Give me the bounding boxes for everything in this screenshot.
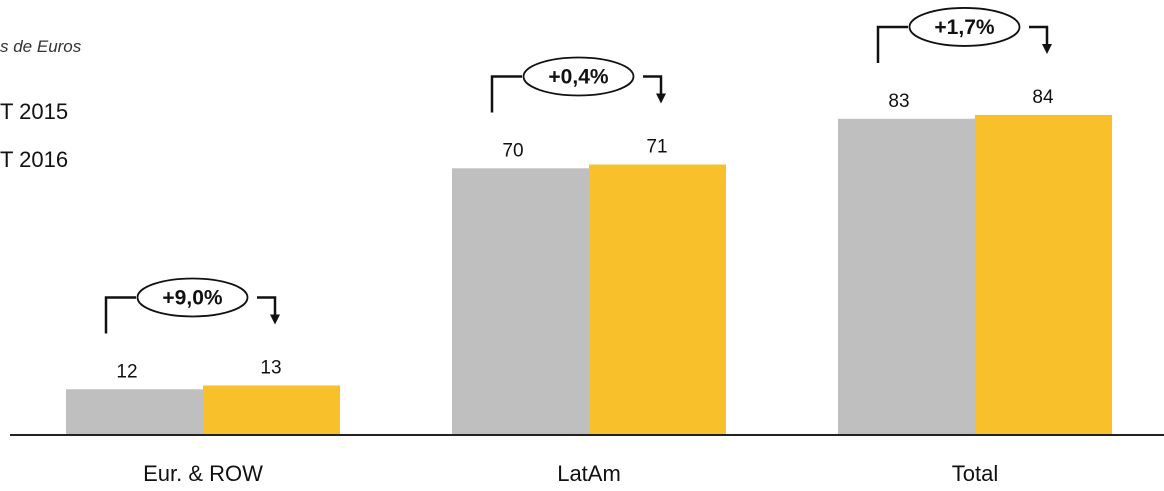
bars-group <box>66 114 1112 436</box>
growth-bracket-left-2 <box>876 25 908 63</box>
bar-prev-0 <box>66 389 203 435</box>
data-label-prev-0: 12 <box>116 361 137 382</box>
growth-annotations-group: +9,0% +0,4% +1,7% <box>104 7 1052 334</box>
growth-bubble-2 <box>908 7 1021 47</box>
growth-label-1: +0,4% <box>548 65 608 88</box>
bar-prev-2 <box>838 118 975 436</box>
data-label-curr-0: 13 <box>260 357 281 378</box>
category-label-2: Total <box>952 461 998 486</box>
category-label-1: LatAm <box>557 461 621 486</box>
growth-bracket-left-1 <box>490 75 522 113</box>
bar-curr-2 <box>975 114 1112 436</box>
data-label-curr-2: 84 <box>1032 87 1054 108</box>
unit-label: s de Euros <box>0 37 82 56</box>
growth-bracket-left-0 <box>104 296 136 334</box>
category-labels-group: Eur. & ROW LatAm Total <box>143 461 998 486</box>
growth-arrow-2 <box>1029 25 1052 54</box>
growth-bubble-1 <box>522 56 635 97</box>
data-label-prev-2: 83 <box>888 91 909 112</box>
legend-entry-2016: T 2016 <box>0 147 68 172</box>
bar-curr-0 <box>203 385 340 435</box>
growth-label-0: +9,0% <box>162 286 222 309</box>
bar-curr-1 <box>589 164 726 436</box>
category-label-0: Eur. & ROW <box>143 461 263 486</box>
growth-arrow-0 <box>257 296 280 325</box>
data-label-curr-1: 71 <box>646 136 667 157</box>
data-label-prev-1: 70 <box>502 140 523 161</box>
legend: T 2015 T 2016 <box>0 99 68 172</box>
growth-bubble-0 <box>136 277 249 318</box>
legend-entry-2015: T 2015 <box>0 99 68 124</box>
bar-prev-1 <box>452 168 589 436</box>
growth-arrow-1 <box>643 75 666 104</box>
value-labels-group: 12 13 70 71 83 84 <box>116 87 1054 382</box>
growth-label-2: +1,7% <box>934 16 994 39</box>
